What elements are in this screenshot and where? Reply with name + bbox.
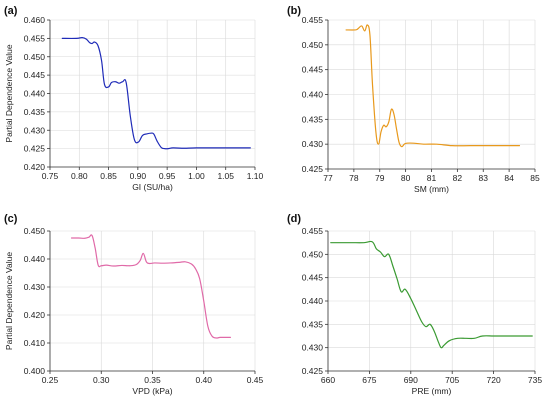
y-tick-label: 0.445: [302, 65, 324, 75]
y-tick-label: 0.455: [24, 33, 46, 43]
y-tick-label: 0.435: [24, 107, 46, 117]
series-line-c: [70, 234, 231, 339]
x-tick-label: 0.40: [195, 375, 212, 385]
y-tick-label: 0.440: [302, 296, 324, 306]
x-tick-label: 82: [453, 173, 463, 183]
x-axis-title: SM (mm): [414, 184, 449, 194]
x-axis-title: VPD (kPa): [132, 386, 172, 396]
y-tick-label: 0.450: [24, 226, 46, 236]
x-tick-label: 80: [401, 173, 411, 183]
x-tick-label: 1.05: [217, 171, 234, 181]
y-tick-label: 0.430: [24, 125, 46, 135]
y-tick-label: 0.460: [24, 15, 46, 25]
x-tick-label: 0.25: [42, 375, 59, 385]
x-tick-label: 0.75: [42, 171, 59, 181]
series-line-a: [61, 37, 251, 150]
chart-panel-c: 0.25 0.30 0.35 0.40 0.45 0.400 0.410 0.420 0.430…: [4, 213, 264, 396]
panel-label: (c): [4, 213, 18, 225]
x-tick-label: 1.00: [188, 171, 205, 181]
y-tick-label: 0.410: [24, 338, 46, 348]
y-tick-label: 0.435: [302, 319, 324, 329]
y-tick-label: 0.430: [302, 343, 324, 353]
x-tick-label: 0.80: [71, 171, 88, 181]
y-tick-label: 0.455: [302, 226, 324, 236]
x-tick-label: 79: [375, 173, 385, 183]
y-tick-label: 0.400: [24, 366, 46, 376]
y-tick-label: 0.440: [24, 89, 46, 99]
y-axis-title: Partial Dependence Value: [4, 252, 14, 350]
y-tick-label: 0.450: [24, 52, 46, 62]
x-tick-label: 77: [323, 173, 333, 183]
chart-panel-d: 660 675 690 705 720 735 0.425 0.430 0.435 0.440 0.…: [287, 213, 542, 396]
x-tick-label: 0.90: [130, 171, 147, 181]
x-tick-label: 720: [487, 375, 501, 385]
y-tick-label: 0.430: [24, 282, 46, 292]
y-tick-label: 0.455: [302, 15, 324, 25]
x-tick-label: 84: [504, 173, 514, 183]
y-tick-label: 0.435: [302, 114, 324, 124]
panel-label: (b): [287, 5, 301, 17]
x-axis-title: PRE (mm): [412, 386, 452, 396]
x-tick-label: 1.10: [247, 171, 264, 181]
x-tick-label: 0.35: [144, 375, 161, 385]
y-tick-label: 0.445: [24, 70, 46, 80]
y-tick-label: 0.450: [302, 40, 324, 50]
y-tick-label: 0.420: [24, 310, 46, 320]
x-tick-label: 675: [362, 375, 376, 385]
x-tick-label: 0.85: [100, 171, 117, 181]
y-tick-label: 0.445: [302, 273, 324, 283]
x-tick-label: 735: [528, 375, 542, 385]
series-line-b: [345, 24, 521, 148]
x-tick-label: 0.45: [247, 375, 264, 385]
x-axis-title: GI (SU/ha): [132, 182, 173, 192]
chart-panel-b: 77 78 79 80 81 82 83 84 85 0.425 0.430 0.435 0.440 0.…: [287, 5, 540, 194]
y-tick-label: 0.420: [24, 162, 46, 172]
x-tick-label: 705: [445, 375, 459, 385]
x-tick-label: 83: [479, 173, 489, 183]
y-tick-label: 0.450: [302, 249, 324, 259]
panel-label: (d): [287, 213, 301, 225]
y-tick-label: 0.425: [24, 144, 46, 154]
x-tick-label: 690: [404, 375, 418, 385]
series-line-d: [330, 240, 533, 349]
y-tick-label: 0.430: [302, 139, 324, 149]
x-tick-label: 660: [321, 375, 335, 385]
x-tick-label: 0.30: [93, 375, 110, 385]
chart-panel-a: 0.75 0.80 0.85 0.90 0.95 1.00 1.05 1.10 0.420 0.4…: [4, 5, 264, 192]
x-tick-label: 78: [349, 173, 359, 183]
y-axis-title: Partial Dependence Value: [4, 44, 14, 142]
y-tick-label: 0.425: [302, 366, 324, 376]
x-tick-label: 85: [530, 173, 540, 183]
x-tick-label: 81: [427, 173, 437, 183]
y-tick-label: 0.425: [302, 164, 324, 174]
panel-label: (a): [4, 5, 18, 17]
x-tick-label: 0.95: [159, 171, 176, 181]
y-tick-label: 0.440: [302, 90, 324, 100]
y-tick-label: 0.440: [24, 254, 46, 264]
